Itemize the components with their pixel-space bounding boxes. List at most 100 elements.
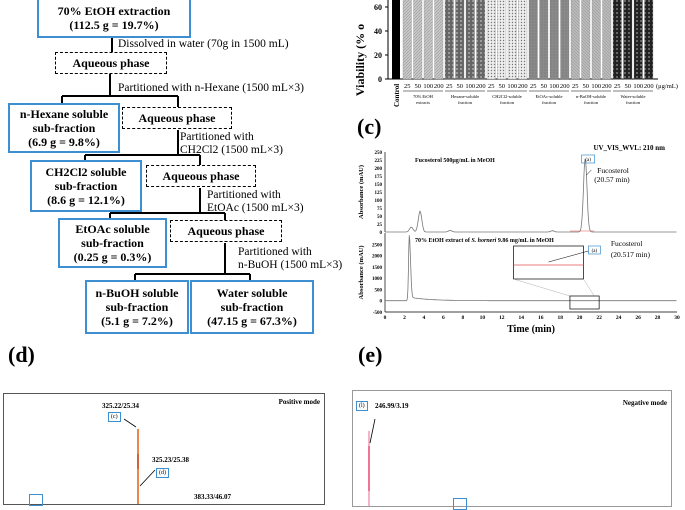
y-tick-label: 100	[375, 199, 383, 204]
aqueous-phase-1: Aqueous phase	[55, 52, 167, 74]
bar	[465, 0, 475, 80]
peak-name: Fucosterol	[611, 239, 643, 248]
y-tick-label: 200	[375, 167, 383, 172]
y-tick-label: 50	[377, 215, 383, 220]
y-tick-label: 250	[375, 151, 383, 156]
x-tick-label: 22	[596, 315, 602, 321]
group-label: Water-soluble	[620, 94, 645, 99]
peak-tag: (c)	[108, 412, 121, 422]
partition-step-4: Partitioned with n-BuOH (1500 mL×3)	[238, 246, 342, 272]
step-line2: n-BuOH (1500 mL×3)	[238, 259, 343, 271]
fraction-box-nbuoh: n-BuOH soluble sub-fraction (5.1 g = 7.2…	[85, 280, 189, 334]
panel-label-c: (c)	[357, 114, 382, 139]
fraction-sub: sub-fraction	[54, 179, 118, 193]
x-tick-label: 20	[577, 315, 583, 321]
dose-label: 200	[476, 83, 486, 90]
inset-connector	[583, 278, 595, 297]
hplc-chromatogram: UV_VIS_WVL: 210 nm0255075100125150175200…	[358, 144, 680, 335]
zoom-region	[569, 295, 600, 310]
bar	[507, 0, 517, 80]
peak-tag-box	[581, 154, 595, 164]
y-tick-label: 1000	[372, 277, 383, 282]
aqueous-phase-3: Aqueous phase	[146, 165, 256, 187]
bar	[612, 0, 622, 80]
bar	[633, 0, 643, 80]
y-axis-label: Absorbance (mAU)	[358, 165, 365, 219]
fraction-box-etoac: EtOAc soluble sub-fraction (0.25 g = 0.3…	[58, 218, 167, 268]
control-label: Control	[393, 84, 401, 107]
ms-positive-trace	[123, 418, 156, 504]
step-line2: EtOAc (1500 mL×3)	[207, 202, 304, 214]
dose-label: 200	[602, 83, 612, 90]
peak-annotation: 246.99/3.19	[375, 402, 409, 410]
dose-label: 200	[518, 83, 528, 90]
group-label: Hexane-soluble	[451, 94, 479, 99]
x-tick-label: 24	[616, 315, 622, 321]
peak-tag-box	[588, 245, 601, 255]
y-tick-label: 0	[378, 75, 382, 84]
label-species: S. horneri	[471, 238, 496, 244]
top-sample-label: Fucosterol 500μg/mL in MeOH	[415, 158, 495, 164]
fraction-yield: (8.6 g = 12.1%)	[47, 193, 125, 207]
fraction-name: EtOAc soluble	[75, 222, 150, 236]
y-tick-label: 2000	[372, 255, 383, 260]
x-tick-label: 14	[519, 315, 525, 321]
bar	[402, 0, 412, 80]
dose-label: 100	[549, 83, 559, 90]
fraction-yield: (0.25 g = 0.3%)	[73, 250, 152, 264]
bar	[413, 0, 423, 80]
y-tick-label: 20	[374, 51, 382, 60]
fraction-yield: (6.9 g = 9.8%)	[28, 135, 100, 149]
dose-label: 100	[507, 83, 517, 90]
dose-label: 50	[540, 83, 547, 90]
bar	[560, 0, 570, 80]
y-axis-label: Viability (% o	[353, 24, 367, 96]
peak-annotation: 383.33/46.07	[194, 493, 231, 501]
group-label: 70% EtOH	[413, 94, 434, 99]
bar	[455, 0, 465, 80]
x-tick-label: 28	[655, 315, 661, 321]
chromatogram-trace	[385, 235, 677, 302]
dose-label: 25	[572, 83, 579, 90]
bar	[570, 0, 580, 80]
group-label: fraction	[458, 100, 473, 105]
step-line1: Partitioned with	[180, 131, 254, 143]
ms-negative-panel: Negative mode (l) 246.99/3.19	[352, 390, 672, 510]
aqueous-phase-2: Aqueous phase	[122, 107, 232, 129]
dissolved-step: Dissolved in water (70g in 1500 mL)	[118, 38, 289, 50]
panel-label-e: (e)	[358, 342, 383, 367]
fraction-name: CH2Cl2 soluble	[45, 165, 127, 179]
bar	[423, 0, 433, 80]
y-tick-label: 500	[375, 288, 383, 293]
peak-time: (20.517 min)	[611, 250, 651, 259]
x-tick-label: 4	[423, 315, 426, 321]
fraction-sub: sub-fraction	[105, 300, 169, 314]
unit-label: (μg/mL)	[656, 83, 678, 90]
x-tick-label: 8	[461, 315, 464, 321]
fraction-name: Water soluble	[216, 286, 288, 300]
group-label: fraction	[626, 100, 641, 105]
fraction-sub: sub-fraction	[220, 300, 284, 314]
y-tick-label: 40	[374, 27, 382, 36]
step-line2: CH2Cl2 (1500 mL×3)	[180, 144, 283, 156]
fraction-name: n-Hexane soluble	[19, 107, 109, 121]
x-tick-label: 16	[538, 315, 544, 321]
y-tick-label: 25	[377, 223, 383, 228]
zoom-inset	[513, 245, 584, 280]
dose-label: 50	[498, 83, 505, 90]
ms-positive-panel: Positive mode 325.22/25.34 (c) 325.23/25…	[3, 393, 325, 506]
x-tick-label: 12	[499, 315, 505, 321]
x-tick-label: 0	[384, 315, 387, 321]
y-tick-label: 0	[380, 300, 383, 305]
dose-label: 25	[530, 83, 537, 90]
label-suffix: 9.86 mg/mL in MeOH	[496, 238, 554, 244]
y-tick-label: 2500	[372, 243, 383, 248]
group-label: extracts	[416, 100, 430, 105]
x-axis-label: Time (min)	[507, 324, 555, 335]
peak-arrow	[586, 169, 592, 176]
step-line1: Partitioned with	[238, 246, 312, 258]
peak-annotation: 325.23/25.38	[152, 456, 189, 464]
flowchart-connectors	[61, 36, 251, 280]
partition-step-2: Partitioned with CH2Cl2 (1500 mL×3)	[180, 131, 283, 157]
